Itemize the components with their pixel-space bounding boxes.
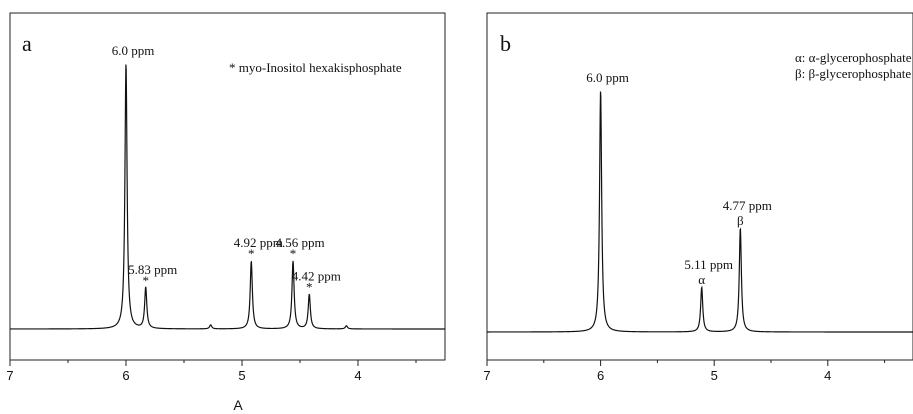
panel-a-spectrum-line bbox=[10, 64, 445, 330]
panel-a-annotations: 6.0 ppm*5.83 ppm*4.92 ppm*4.56 ppm*4.42 … bbox=[112, 43, 341, 294]
panel-b-annotations: 6.0 ppm α5.11 ppm β4.77 ppm bbox=[586, 70, 772, 287]
peak-marker: * bbox=[306, 279, 313, 294]
peak-marker: * bbox=[142, 273, 149, 288]
peak-label: 4.77 ppm bbox=[723, 198, 772, 213]
x-tick-label: 5 bbox=[238, 368, 245, 383]
panel-b: b α: α-glycerophosphate β: β-glycerophos… bbox=[483, 12, 913, 383]
peak-marker: α bbox=[698, 272, 705, 287]
panel-a-plot-frame bbox=[9, 12, 446, 361]
x-tick-label: 6 bbox=[122, 368, 129, 383]
peak-label: 5.83 ppm bbox=[128, 262, 177, 277]
panel-a: a * myo-Inositol hexakisphosphate 6.0 pp… bbox=[6, 12, 446, 383]
x-tick-label: 5 bbox=[711, 368, 718, 383]
panel-a-legend: * myo-Inositol hexakisphosphate bbox=[229, 60, 402, 75]
panel-b-legend-alpha: α: α-glycerophosphate bbox=[795, 50, 912, 65]
peak-label: 6.0 ppm bbox=[112, 43, 155, 58]
x-tick-label: 4 bbox=[354, 368, 361, 383]
panel-a-x-axis: 7 6 5 4 bbox=[6, 360, 417, 383]
x-tick-label: 6 bbox=[597, 368, 604, 383]
panel-b-label: b bbox=[500, 31, 511, 56]
peak-label: 4.42 ppm bbox=[292, 268, 341, 283]
peak-label: 4.92 ppm bbox=[234, 235, 283, 250]
panel-b-spectrum-line bbox=[487, 91, 913, 333]
peak-label: 6.0 ppm bbox=[586, 70, 629, 85]
peak-marker: * bbox=[290, 246, 297, 261]
figure-label: A bbox=[233, 397, 243, 413]
panel-b-plot-frame bbox=[486, 12, 913, 361]
panel-a-label: a bbox=[22, 31, 32, 56]
x-tick-label: 4 bbox=[824, 368, 831, 383]
x-tick-label: 7 bbox=[6, 368, 13, 383]
peak-label: 5.11 ppm bbox=[684, 257, 733, 272]
panel-b-legend-beta: β: β-glycerophosphate bbox=[795, 66, 911, 81]
peak-label: 4.56 ppm bbox=[275, 235, 324, 250]
peak-marker: * bbox=[248, 246, 255, 261]
x-tick-label: 7 bbox=[483, 368, 490, 383]
peak-marker: β bbox=[737, 213, 744, 228]
panel-b-x-axis: 7 6 5 4 bbox=[483, 360, 886, 383]
